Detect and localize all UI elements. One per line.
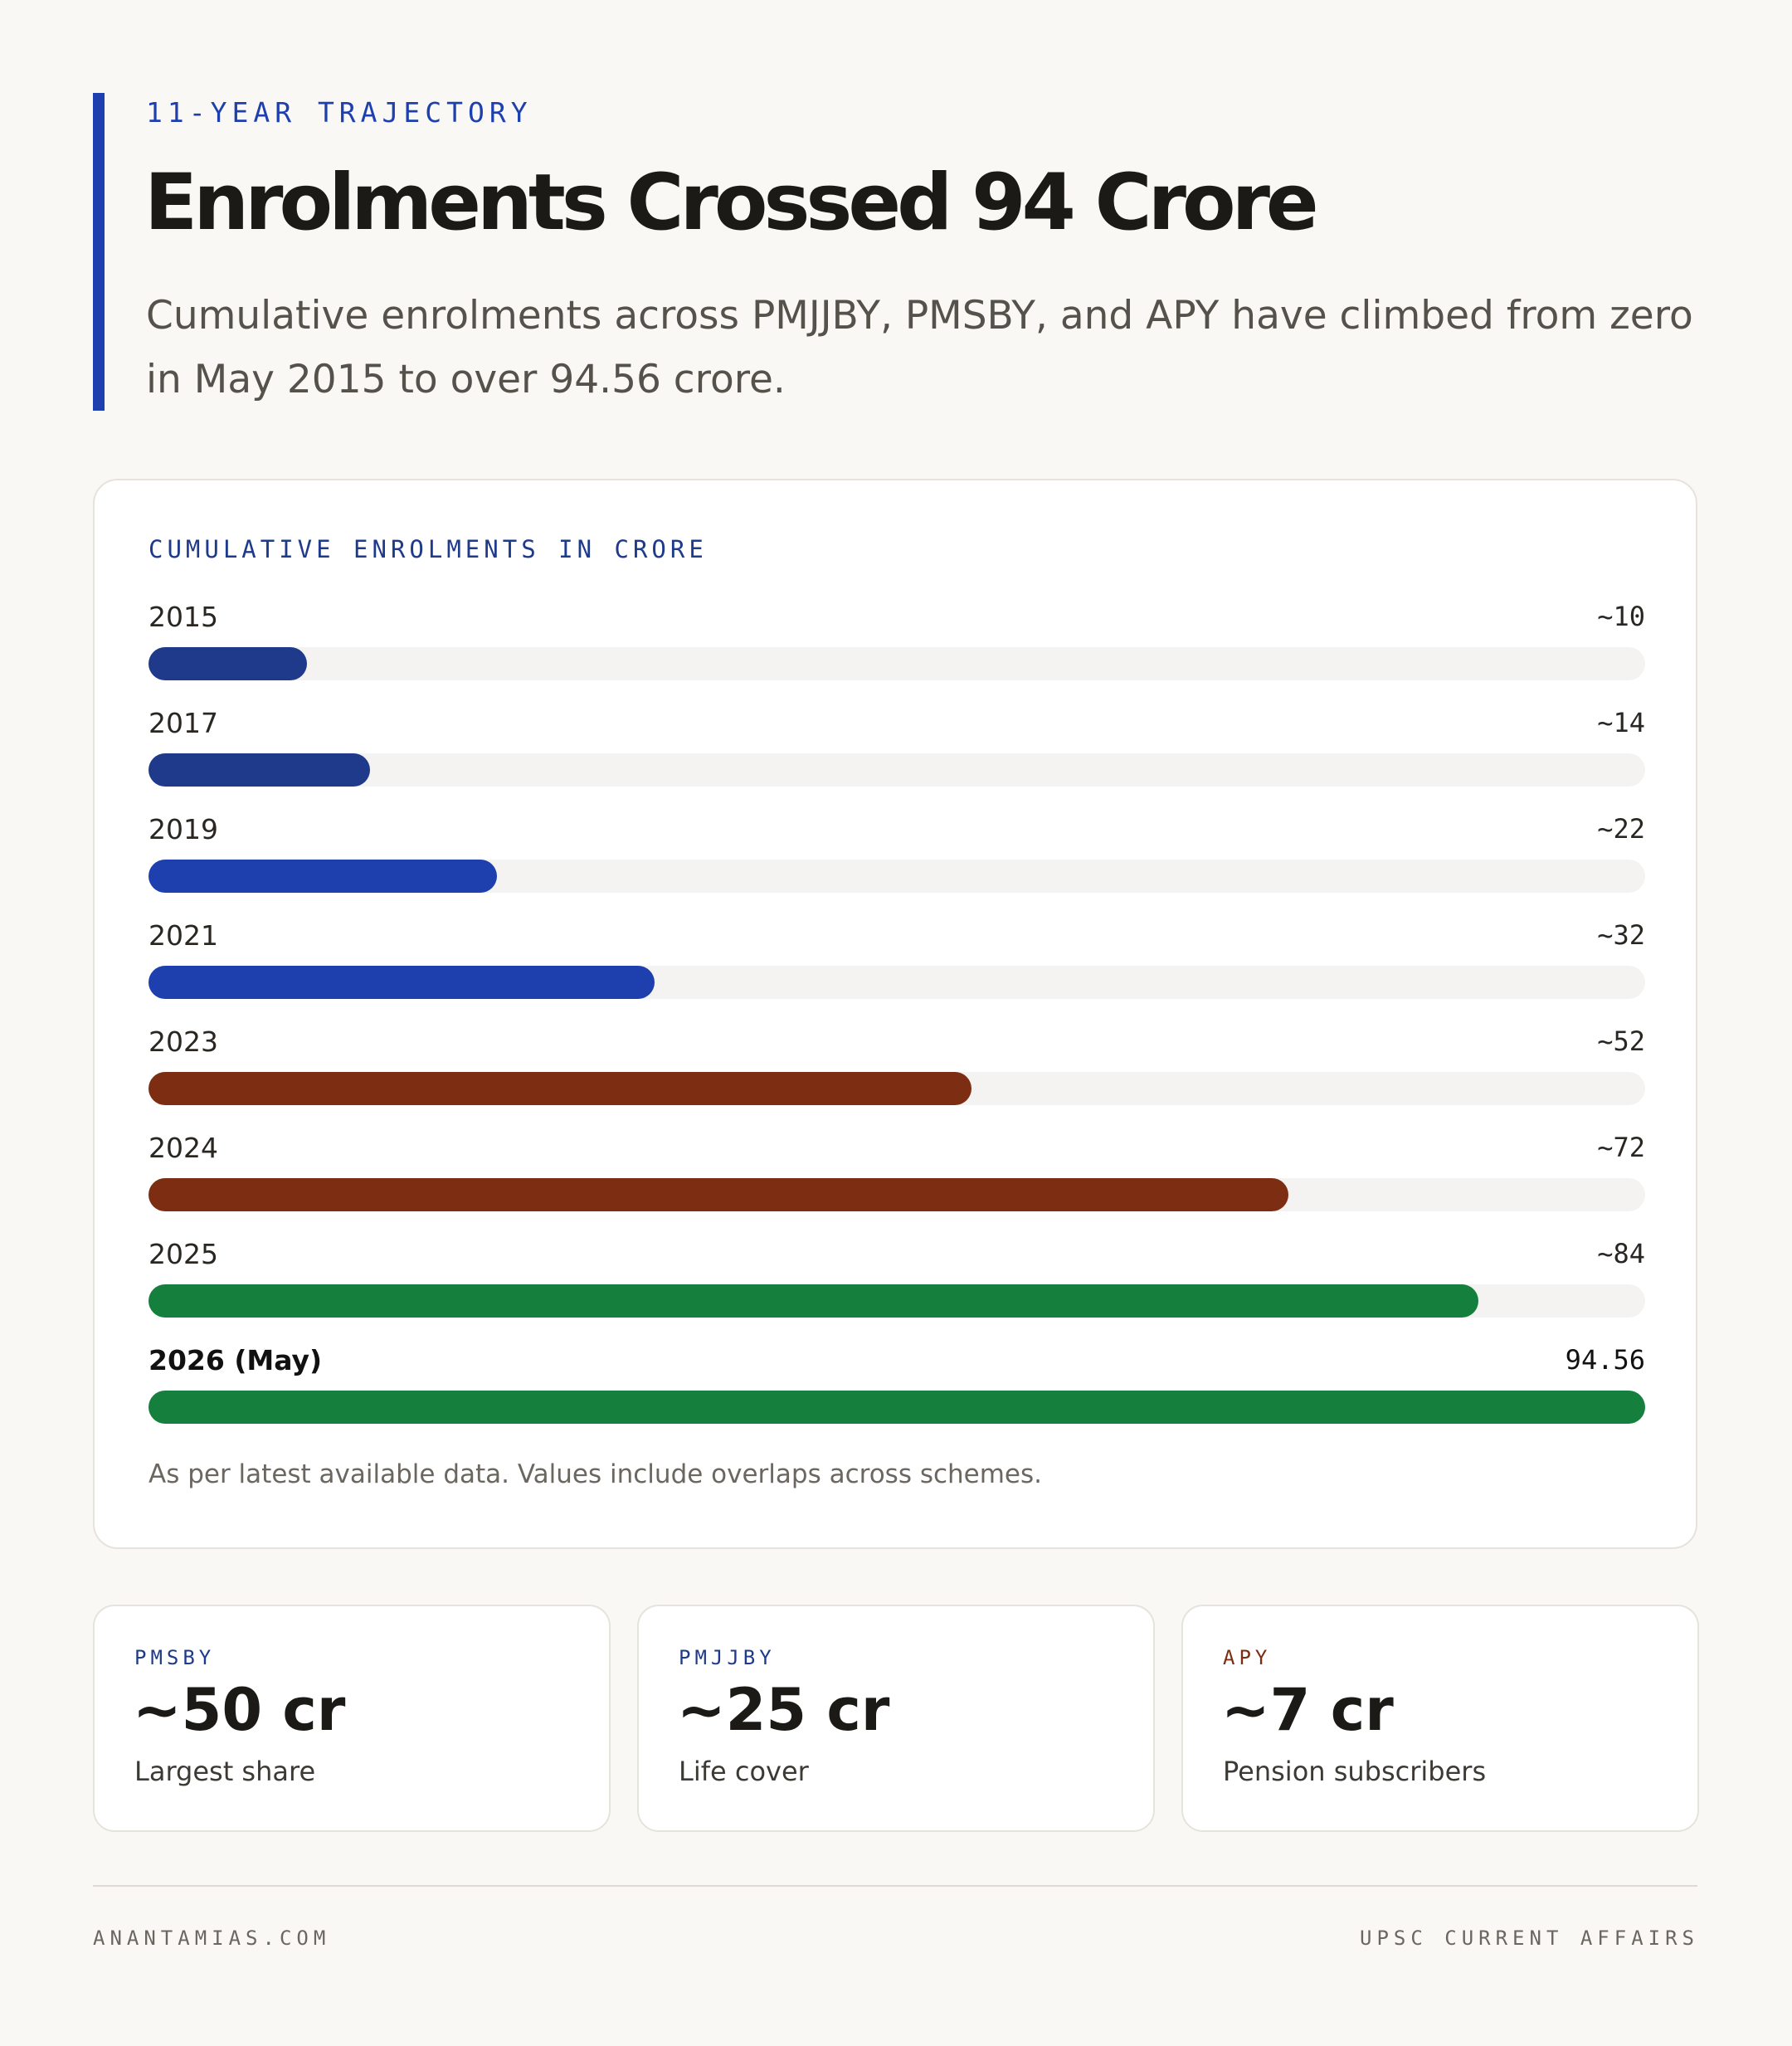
bar-track: [149, 1178, 1645, 1211]
stat-value: ~7 cr: [1221, 1676, 1394, 1744]
bar-category-label: 2026 (May): [149, 1344, 323, 1376]
bar-row: 2024 ~72: [149, 1132, 1645, 1238]
bar-value-label: ~52: [1597, 1025, 1645, 1057]
footer-site: ANANTAMIAS.COM: [93, 1927, 331, 1950]
stat-label: PMSBY: [134, 1646, 216, 1669]
bar-value-label: ~14: [1597, 707, 1645, 738]
bar-track: [149, 860, 1645, 893]
bar-category-label: 2015: [149, 601, 218, 633]
bar-category-label: 2023: [149, 1025, 218, 1058]
bar-value-label: ~22: [1597, 813, 1645, 845]
bar-track: [149, 966, 1645, 999]
stat-card-apy: APY ~7 cr Pension subscribers: [1181, 1605, 1699, 1832]
bar-value-label: ~10: [1597, 601, 1645, 632]
stat-caption: Largest share: [134, 1756, 316, 1787]
accent-rule: [93, 93, 105, 411]
stat-caption: Life cover: [679, 1756, 809, 1787]
bar-category-label: 2025: [149, 1238, 218, 1270]
bar-row: 2025 ~84: [149, 1238, 1645, 1344]
bar-row: 2023 ~52: [149, 1025, 1645, 1132]
bar-track: [149, 1391, 1645, 1424]
chart-title: CUMULATIVE ENROLMENTS IN CRORE: [149, 535, 708, 563]
bar-track: [149, 1072, 1645, 1105]
stat-label: APY: [1223, 1646, 1272, 1669]
stat-label: PMJJBY: [679, 1646, 776, 1669]
stat-value: ~25 cr: [677, 1676, 890, 1744]
bar: [149, 860, 497, 893]
stat-card-pmsby: PMSBY ~50 cr Largest share: [93, 1605, 611, 1832]
bar-category-label: 2024: [149, 1132, 218, 1164]
bar-category-label: 2019: [149, 813, 218, 845]
bar-category-label: 2017: [149, 707, 218, 739]
bar-track: [149, 647, 1645, 680]
bar-row: 2017 ~14: [149, 707, 1645, 813]
page-subtitle: Cumulative enrolments across PMJJBY, PMS…: [146, 293, 1693, 402]
bar-row: 2021 ~32: [149, 919, 1645, 1025]
bar: [149, 966, 655, 999]
bar-row: 2019 ~22: [149, 813, 1645, 919]
stat-card-pmjjby: PMJJBY ~25 cr Life cover: [637, 1605, 1155, 1832]
footer-divider: [93, 1885, 1697, 1887]
bar-track: [149, 753, 1645, 787]
bar-value-label: ~72: [1597, 1132, 1645, 1163]
bar: [149, 1284, 1478, 1318]
bar: [149, 1072, 972, 1105]
bar: [149, 1391, 1645, 1424]
footer-tagline: UPSC CURRENT AFFAIRS: [1360, 1927, 1699, 1950]
chart-card: CUMULATIVE ENROLMENTS IN CRORE 2015 ~10 20…: [93, 479, 1697, 1549]
eyebrow-label: 11-YEAR TRAJECTORY: [146, 96, 533, 129]
stat-value: ~50 cr: [133, 1676, 346, 1744]
stat-caption: Pension subscribers: [1223, 1756, 1487, 1787]
bar-value-label: ~84: [1597, 1238, 1645, 1269]
bar-row: 2026 (May) 94.56: [149, 1344, 1645, 1450]
bar-value-label: ~32: [1597, 919, 1645, 951]
page-title: Enrolments Crossed 94 Crore: [144, 158, 1319, 248]
bar: [149, 753, 371, 787]
bar-category-label: 2021: [149, 919, 218, 952]
bar-value-label: 94.56: [1565, 1344, 1645, 1376]
bar-row: 2015 ~10: [149, 601, 1645, 707]
bar: [149, 1178, 1288, 1211]
bar-track: [149, 1284, 1645, 1318]
bar-chart: 2015 ~10 2017 ~14 2019 ~22 2021 ~32 2023 ~52 2024 ~…: [149, 601, 1645, 1450]
bar: [149, 647, 307, 680]
chart-note: As per latest available data. Values inc…: [149, 1459, 1043, 1489]
